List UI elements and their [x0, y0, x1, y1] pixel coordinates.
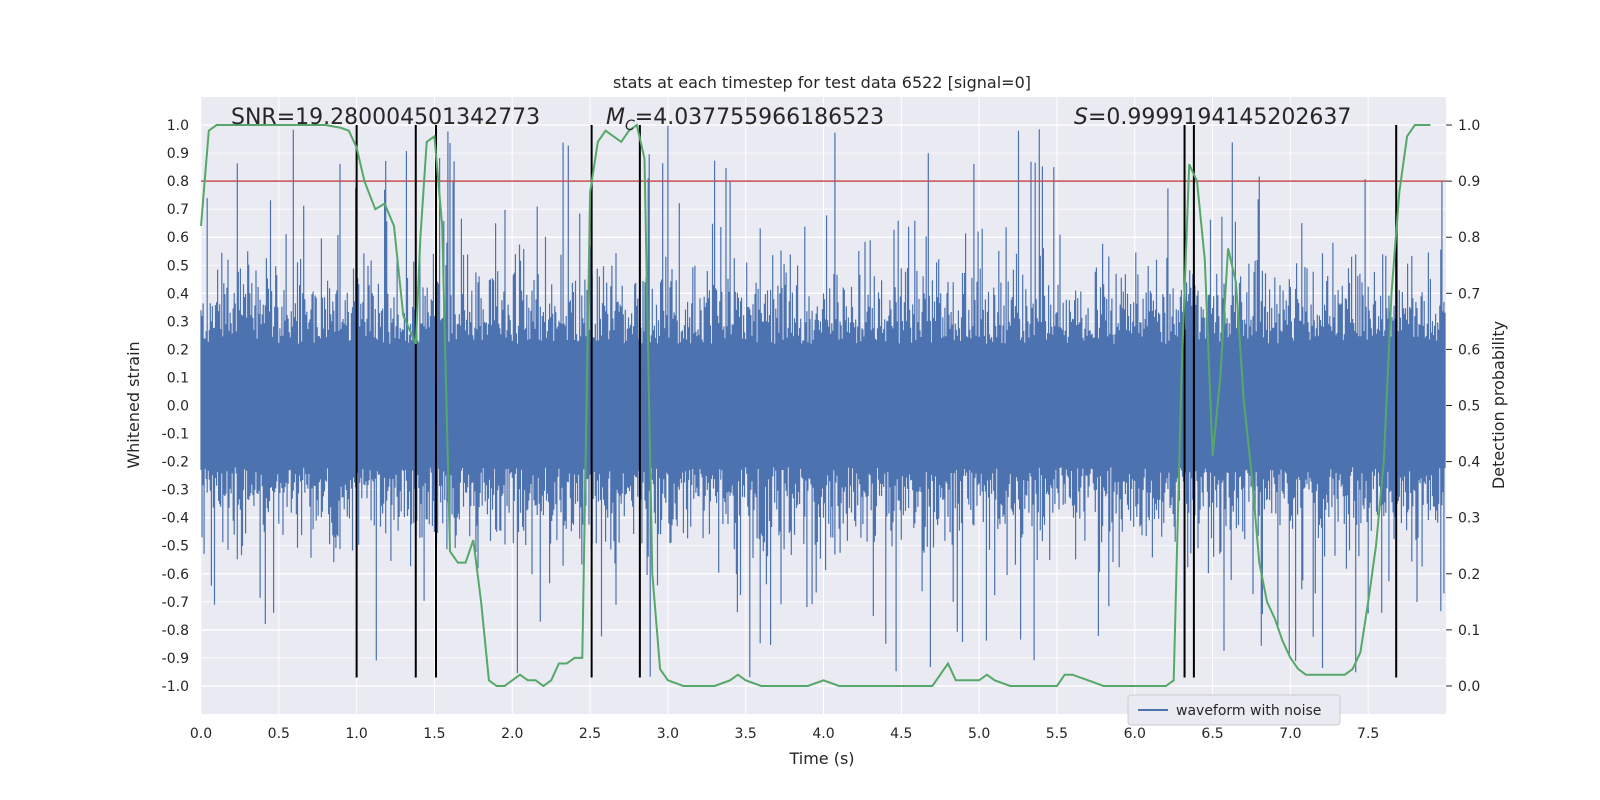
y-left-tick-label: -0.6 [162, 567, 189, 583]
x-tick-label: 7.0 [1279, 726, 1301, 742]
y-left-tick-label: -0.4 [162, 511, 189, 527]
x-tick-label: 6.5 [1201, 726, 1223, 742]
chirp-mass-subscript: C [625, 118, 635, 134]
y-left-tick-label: 0.5 [167, 258, 189, 274]
y-right-tick-label: 0.2 [1458, 567, 1480, 583]
s-annotation: S=0.9999194145202637 [1074, 105, 1351, 130]
y-left-tick-label: 0.2 [167, 342, 189, 358]
x-tick-label: 0.0 [190, 726, 212, 742]
y-left-tick-label: 0.0 [167, 399, 189, 415]
y-right-tick-label: 0.4 [1458, 455, 1480, 471]
y-left-tick-label: 0.4 [167, 286, 189, 302]
y-left-tick-label: -0.5 [162, 539, 189, 555]
x-tick-label: 3.0 [657, 726, 679, 742]
x-tick-label: 2.0 [501, 726, 523, 742]
x-tick-label: 1.5 [423, 726, 445, 742]
chirp-mass-symbol: M [606, 105, 625, 130]
x-tick-label: 0.5 [268, 726, 290, 742]
y-right-tick-label: 0.1 [1458, 623, 1480, 639]
y-right-tick-label: 0.0 [1458, 679, 1480, 695]
legend: waveform with noise [1127, 694, 1341, 726]
y-left-tick-labels: -1.0 -0.9 -0.8 -0.7 -0.6 -0.5 -0.4 -0.3 -0.2 -0.1… [162, 118, 189, 695]
vertical-lines [355, 125, 1398, 678]
y-left-tick-label: -1.0 [162, 679, 189, 695]
y-left-tick-label: 0.7 [167, 202, 189, 218]
x-tick-label: 6.0 [1124, 726, 1146, 742]
waveform-trace [200, 125, 1446, 678]
y-left-tick-label: -0.9 [162, 651, 189, 667]
snr-annotation: SNR=19.280004501342773 [231, 105, 540, 130]
y-right-tick-label: 0.3 [1458, 511, 1480, 527]
y-left-tick-label: -0.7 [162, 595, 189, 611]
detection-probability-line [200, 123, 1431, 688]
y-left-tick-label: -0.3 [162, 483, 189, 499]
y-left-tick-label: 0.1 [167, 370, 189, 386]
x-tick-label: 4.5 [890, 726, 912, 742]
x-tick-labels: 0.0 0.5 1.0 1.5 2.0 2.5 3.0 3.5 4.0 4.5 5.0 5.5 6.0 6… [190, 726, 1379, 742]
s-value: =0.9999194145202637 [1088, 105, 1351, 130]
legend-box [1127, 694, 1341, 726]
chart-title: stats at each timestep for test data 652… [613, 73, 1031, 92]
chirp-mass-value: =4.037755966186523 [635, 105, 884, 130]
y-right-tick-label: 0.9 [1458, 174, 1480, 190]
y-right-tick-label: 0.5 [1458, 399, 1480, 415]
x-tick-label: 3.5 [735, 726, 757, 742]
y-left-tick-label: -0.2 [162, 455, 189, 471]
chirp-mass-annotation: MC=4.037755966186523 [606, 105, 884, 134]
x-tick-label: 2.5 [579, 726, 601, 742]
y-right-tick-label: 0.8 [1458, 230, 1480, 246]
y-axis-label-right: Detection probability [1489, 321, 1508, 489]
waveform-series [200, 125, 1446, 678]
y-left-tick-label: -0.8 [162, 623, 189, 639]
y-right-tick-label: 0.7 [1458, 286, 1480, 302]
y-left-tick-label: 1.0 [167, 118, 189, 134]
y-right-tick-label: 0.6 [1458, 342, 1480, 358]
y-left-tick-label: 0.9 [167, 146, 189, 162]
y-left-tick-label: -0.1 [162, 427, 189, 443]
y-left-tick-label: 0.8 [167, 174, 189, 190]
legend-label: waveform with noise [1176, 703, 1321, 719]
x-tick-label: 4.0 [812, 726, 834, 742]
s-symbol: S [1074, 105, 1088, 130]
y-right-tick-label: 1.0 [1458, 118, 1480, 134]
y-left-tick-label: 0.6 [167, 230, 189, 246]
x-axis-label: Time (s) [788, 749, 854, 768]
y-left-tick-label: 0.3 [167, 314, 189, 330]
y-right-tick-labels: 0.0 0.1 0.2 0.3 0.4 0.5 0.6 0.7 0.8 0.9 1.0 [1446, 118, 1480, 695]
x-tick-label: 5.0 [968, 726, 990, 742]
x-tick-label: 7.5 [1357, 726, 1379, 742]
x-tick-label: 1.0 [345, 726, 367, 742]
x-tick-label: 5.5 [1046, 726, 1068, 742]
y-axis-label-left: Whitened strain [124, 341, 143, 468]
